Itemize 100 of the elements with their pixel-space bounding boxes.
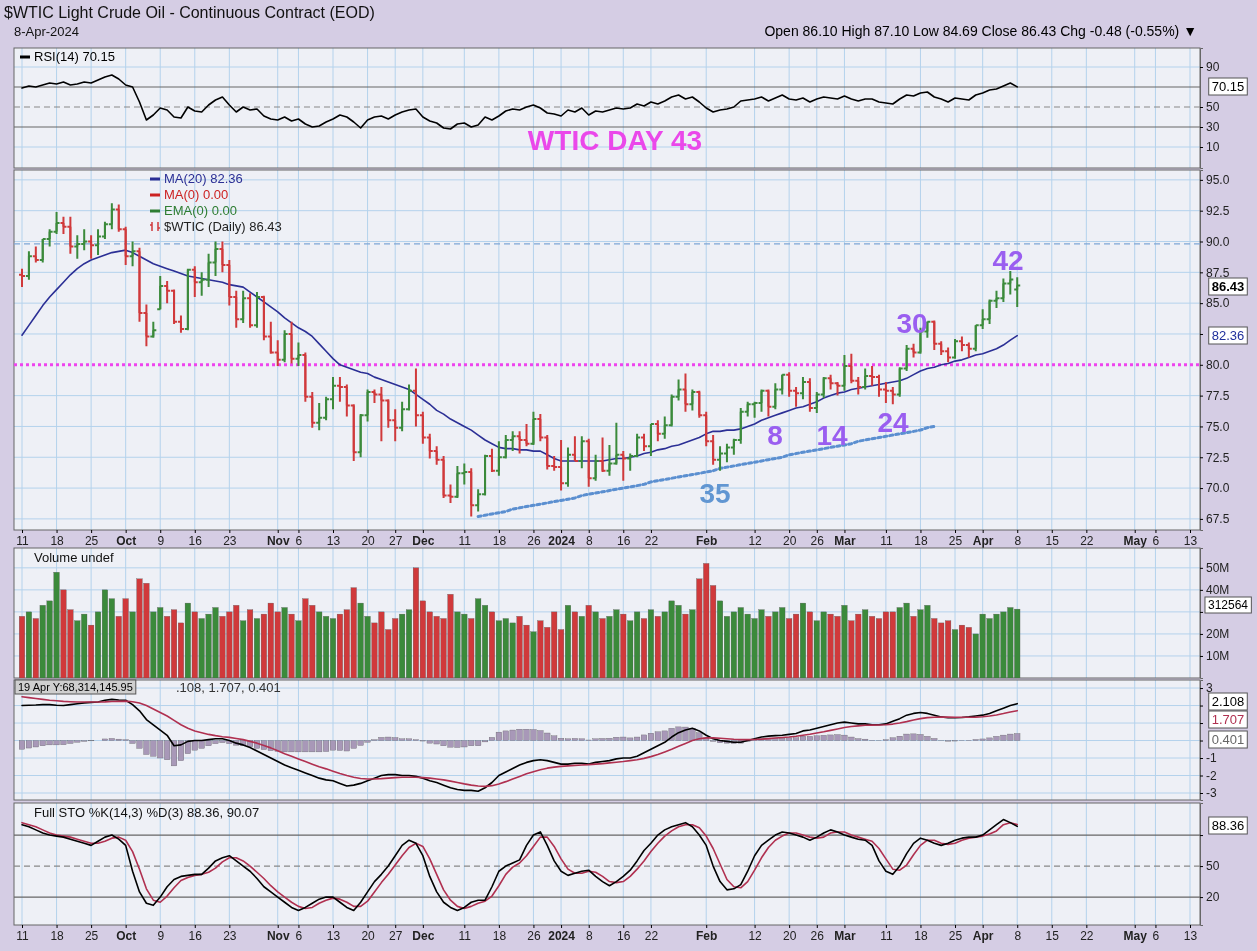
x-tick-label: 25: [948, 533, 963, 548]
x-tick-label: Nov: [266, 928, 290, 943]
x-tick-label: 26: [810, 533, 825, 548]
text: 88.36: [1211, 818, 1245, 833]
y-tick-label: -3: [1206, 786, 1217, 801]
y-tick-label: -2: [1206, 768, 1217, 783]
x-tick-label: 6: [1152, 533, 1160, 548]
x-tick-label: 12: [748, 533, 763, 548]
y-tick-label: 75.0: [1206, 419, 1230, 434]
x-tick-label: 22: [1080, 928, 1094, 943]
x-tick-label: 18: [492, 533, 507, 548]
y-tick-label: -1: [1206, 751, 1217, 766]
y-tick-label: 90.0: [1206, 234, 1230, 249]
x-tick-label: 26: [810, 928, 825, 943]
x-tick-label: 18: [50, 533, 65, 548]
annotation: 8: [767, 420, 783, 451]
x-tick-label: 11: [16, 533, 30, 548]
x-tick-label: 22: [644, 928, 659, 943]
x-tick-label: 13: [326, 533, 341, 548]
chart-subtitle: 8-Apr-2024: [14, 24, 80, 39]
chart-title: $WTIC Light Crude Oil - Continuous Contract (EOD): [4, 4, 375, 21]
x-tick-label: 20: [361, 533, 376, 548]
legend-label: MA(20) 82.36: [164, 171, 243, 186]
x-tick-label: 16: [188, 928, 203, 943]
y-tick-label: 80.0: [1206, 358, 1230, 373]
x-tick-label: 8: [1014, 928, 1022, 943]
text: 2.108: [1211, 694, 1245, 709]
chart-title: Volume undef: [34, 550, 114, 565]
x-tick-label: 11: [880, 928, 893, 943]
annotation: 42: [992, 245, 1024, 276]
x-tick-label: 18: [492, 928, 507, 943]
x-tick-label: Dec: [412, 928, 435, 943]
x-tick-label: 6: [295, 533, 303, 548]
x-tick-label: 11: [458, 928, 472, 943]
x-tick-label: 8: [585, 928, 593, 943]
x-tick-label: 27: [389, 533, 403, 548]
x-tick-label: 16: [617, 928, 631, 943]
y-tick-label: 50: [1206, 859, 1220, 874]
x-tick-label: 9: [157, 928, 165, 943]
annotation: 24: [877, 407, 909, 438]
x-tick-label: 20: [782, 928, 797, 943]
y-tick-label: 10M: [1206, 649, 1230, 664]
x-tick-label: 20: [361, 928, 376, 943]
text: Open 86.10 High 87.10 Low 84.69 Close 86.43 Chg -0.48 (-0.55%) ▼: [764, 23, 1197, 39]
x-tick-label: Apr: [972, 928, 994, 943]
x-tick-label: Mar: [834, 928, 856, 943]
y-tick-label: 87.5: [1206, 265, 1230, 280]
x-tick-label: 23: [223, 533, 237, 548]
x-tick-label: 16: [188, 533, 203, 548]
x-tick-label: 18: [50, 928, 65, 943]
x-tick-label: 13: [326, 928, 341, 943]
y-tick-label: 85.0: [1206, 296, 1230, 311]
x-tick-label: 18: [914, 928, 928, 943]
annotation: .108, 1.707, 0.401: [176, 680, 281, 695]
x-tick-label: 11: [880, 533, 893, 548]
x-tick-label: 11: [458, 533, 472, 548]
annotation: 30: [896, 308, 928, 339]
legend-label: $WTIC (Daily) 86.43: [164, 219, 282, 234]
y-tick-label: 3: [1206, 681, 1213, 696]
text: 312564: [1207, 598, 1249, 612]
x-tick-label: 23: [223, 928, 237, 943]
x-tick-label: Apr: [972, 533, 994, 548]
x-tick-label: May: [1123, 533, 1148, 548]
x-tick-label: 25: [84, 533, 99, 548]
x-tick-label: 13: [1183, 533, 1198, 548]
y-tick-label: 20: [1206, 890, 1220, 905]
y-tick-label: 92.5: [1206, 204, 1230, 219]
x-tick-label: 8: [585, 533, 593, 548]
legend-label: RSI(14) 70.15: [34, 49, 115, 64]
x-tick-label: 26: [527, 928, 541, 943]
x-tick-label: May: [1123, 928, 1148, 943]
y-tick-label: 50: [1206, 100, 1220, 115]
y-tick-label: 20M: [1206, 627, 1230, 642]
y-tick-label: 72.5: [1206, 450, 1230, 465]
y-tick-label: 67.5: [1206, 512, 1230, 527]
text: 0.401: [1211, 732, 1245, 747]
annotation: 35: [699, 478, 731, 509]
x-tick-label: 2024: [548, 928, 576, 943]
y-tick-label: 77.5: [1206, 388, 1230, 403]
x-tick-label: 6: [1152, 928, 1160, 943]
annotation: 19 Apr Y:68,314,145.95: [18, 681, 133, 693]
legend-label: MA(0) 0.00: [164, 187, 229, 202]
x-tick-label: 12: [748, 928, 763, 943]
text: 70.15: [1211, 79, 1245, 94]
x-tick-label: 6: [295, 928, 303, 943]
x-tick-label: 26: [527, 533, 541, 548]
x-tick-label: Mar: [834, 533, 856, 548]
chart-title: Full STO %K(14,3) %D(3) 88.36, 90.07: [34, 805, 260, 820]
x-tick-label: 22: [1080, 533, 1094, 548]
x-tick-label: 2024: [548, 533, 576, 548]
text: 82.36: [1211, 328, 1245, 343]
y-tick-label: 40M: [1206, 583, 1230, 598]
annotation: 14: [816, 420, 848, 451]
annotation: WTIC DAY 43: [527, 125, 703, 156]
x-tick-label: Nov: [266, 533, 290, 548]
x-tick-label: 11: [16, 928, 30, 943]
text: 86.43: [1211, 279, 1245, 294]
x-tick-label: 25: [948, 928, 963, 943]
x-tick-label: 22: [644, 533, 659, 548]
x-tick-label: 25: [84, 928, 99, 943]
